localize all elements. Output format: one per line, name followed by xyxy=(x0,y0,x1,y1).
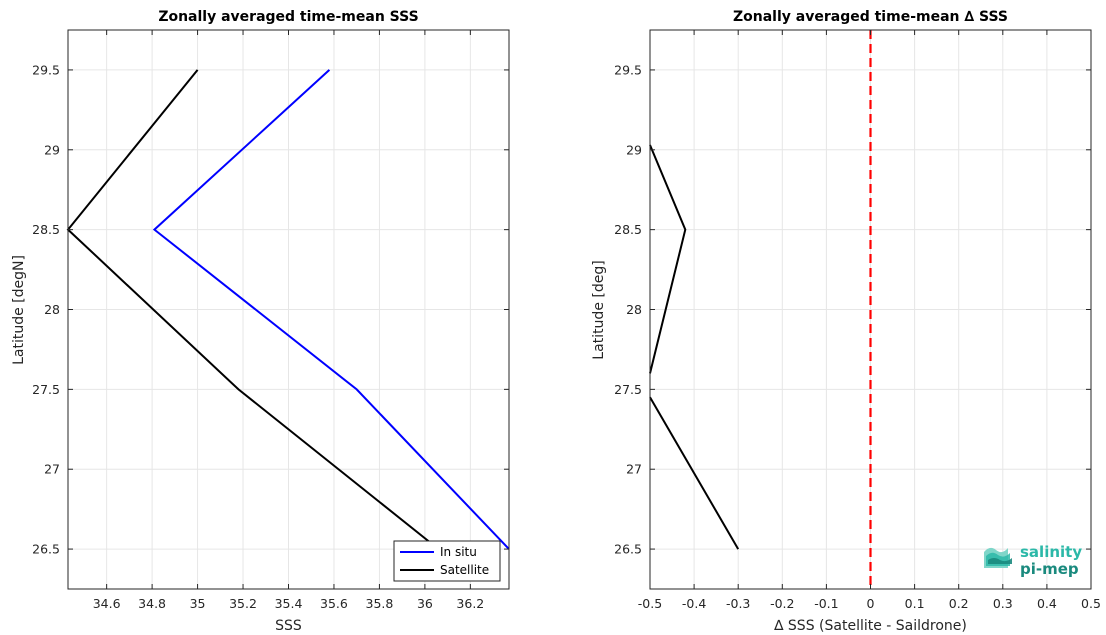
left-series-group xyxy=(66,69,510,550)
left-x-tick-label: 35.6 xyxy=(320,596,348,611)
left-y-tick-label: 27 xyxy=(44,462,60,477)
right-y-tick-label: 28 xyxy=(626,302,642,317)
right-x-tick-label: 0 xyxy=(867,596,875,611)
left-chart-title: Zonally averaged time-mean SSS xyxy=(158,9,418,25)
right-x-axis-label: ∆ SSS (Satellite - Saildrone) xyxy=(773,618,967,634)
right-chart-title: Zonally averaged time-mean ∆ SSS xyxy=(733,9,1008,25)
right-x-tick-label: -0.4 xyxy=(682,596,706,611)
left-x-tick-label: 35 xyxy=(190,596,206,611)
left-x-tick-label: 36.2 xyxy=(456,596,484,611)
right-series-segment-1-line xyxy=(649,396,740,550)
left-x-tick-label: 35.4 xyxy=(275,596,303,611)
right-chart-panel: -0.5 -0.4 -0.3 -0.2 -0.1 0 0.1 0.2 0.3 0.4 0.5 26.5… xyxy=(591,9,1101,634)
left-y-tick-label: 27.5 xyxy=(32,382,60,397)
left-y-axis-label: Latitude [degN] xyxy=(11,255,27,365)
legend: In situ Satellite xyxy=(393,540,501,582)
right-y-tick-label: 27 xyxy=(626,462,642,477)
right-x-tick-label: 0.4 xyxy=(1037,596,1057,611)
left-chart-panel: 34.6 34.8 35 35.2 35.4 35.6 35.8 36 36.2 26.5 27 27… xyxy=(11,9,510,634)
logo-text-salinity: salinity xyxy=(1020,543,1082,561)
right-series-segment-2-line xyxy=(649,144,687,374)
logo-text-pi-mep: pi-mep xyxy=(1020,560,1079,578)
left-x-tick-label: 35.8 xyxy=(366,596,394,611)
right-y-tick-label: 29 xyxy=(626,142,642,157)
left-x-tick-label: 34.6 xyxy=(93,596,121,611)
right-y-tick-label: 28.5 xyxy=(614,222,642,237)
left-x-tick-label: 36 xyxy=(417,596,433,611)
right-series-group xyxy=(649,30,872,589)
right-y-tick-label: 26.5 xyxy=(614,542,642,557)
left-ticks: 34.6 34.8 35 35.2 35.4 35.6 35.8 36 36.2 26.5 27 27… xyxy=(32,30,509,611)
left-y-tick-label: 29.5 xyxy=(32,62,60,77)
left-x-tick-label: 35.2 xyxy=(229,596,257,611)
right-y-axis-label: Latitude [deg] xyxy=(591,260,607,359)
right-y-tick-label: 27.5 xyxy=(614,382,642,397)
legend-label-satellite: Satellite xyxy=(440,563,489,577)
left-series-in-situ-line xyxy=(152,69,510,550)
right-y-tick-label: 29.5 xyxy=(614,62,642,77)
right-x-tick-label: 0.5 xyxy=(1081,596,1101,611)
left-y-tick-label: 26.5 xyxy=(32,542,60,557)
right-x-tick-label: 0.2 xyxy=(949,596,969,611)
right-x-tick-label: -0.2 xyxy=(770,596,794,611)
left-y-tick-label: 28 xyxy=(44,302,60,317)
salinity-pi-mep-logo: salinity pi-mep xyxy=(984,543,1082,578)
left-y-tick-label: 29 xyxy=(44,142,60,157)
logo-wave-icon xyxy=(984,547,1012,568)
right-ticks: -0.5 -0.4 -0.3 -0.2 -0.1 0 0.1 0.2 0.3 0.4 0.5 26.5… xyxy=(614,30,1101,611)
right-x-tick-label: 0.3 xyxy=(993,596,1013,611)
left-series-satellite-line xyxy=(66,69,440,550)
left-x-tick-label: 34.8 xyxy=(138,596,166,611)
left-x-axis-label: SSS xyxy=(275,618,302,634)
right-x-tick-label: -0.1 xyxy=(814,596,838,611)
left-y-tick-label: 28.5 xyxy=(32,222,60,237)
right-x-tick-label: -0.3 xyxy=(726,596,750,611)
legend-box xyxy=(393,540,501,582)
legend-label-in-situ: In situ xyxy=(440,545,477,559)
right-x-tick-label: -0.5 xyxy=(638,596,662,611)
right-x-tick-label: 0.1 xyxy=(905,596,925,611)
